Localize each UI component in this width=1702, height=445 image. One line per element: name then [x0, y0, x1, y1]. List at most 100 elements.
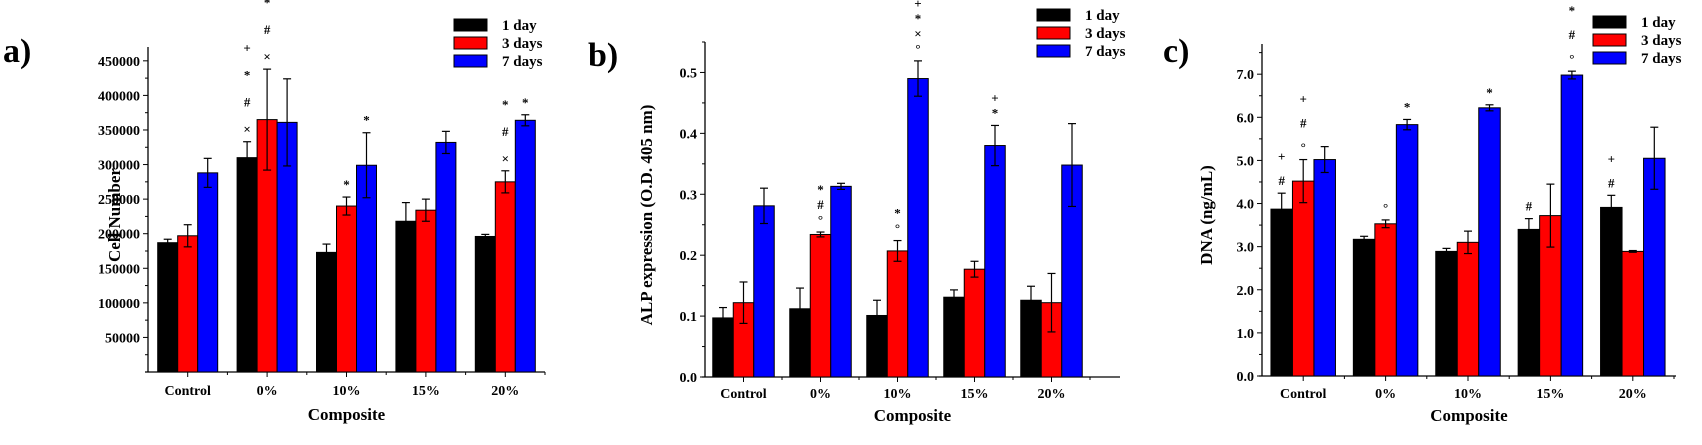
- significance-marker: +: [1278, 149, 1285, 164]
- y-tick-label: 2.0: [1237, 284, 1255, 299]
- x-tick-label: Control: [720, 387, 767, 402]
- bar: [177, 235, 199, 373]
- legend-label: 1 day: [1641, 15, 1676, 31]
- x-axis-title: Composite: [308, 405, 386, 424]
- x-tick-label: 15%: [1536, 387, 1564, 402]
- significance-marker: ×: [263, 49, 270, 64]
- significance-marker: °: [818, 212, 823, 227]
- panel-label: b): [588, 37, 618, 74]
- bar: [435, 141, 457, 373]
- x-axis-title: Composite: [874, 406, 952, 425]
- legend-label: 1 day: [1085, 8, 1120, 24]
- y-tick-label: 50000: [105, 331, 140, 346]
- significance-marker: *: [817, 182, 824, 197]
- x-tick-label: 20%: [491, 384, 519, 399]
- x-tick-label: 15%: [961, 387, 989, 402]
- x-tick-label: 10%: [333, 384, 361, 399]
- significance-marker: *: [522, 95, 529, 110]
- significance-marker: ×: [502, 151, 509, 166]
- bar: [1291, 180, 1315, 377]
- significance-marker: #: [502, 124, 509, 139]
- significance-marker: #: [817, 197, 824, 212]
- significance-marker: *: [992, 105, 999, 120]
- x-tick-label: 20%: [1038, 387, 1066, 402]
- significance-marker: *: [244, 68, 251, 83]
- y-tick-label: 0.0: [680, 371, 698, 386]
- significance-marker: *: [1569, 3, 1576, 18]
- bar: [886, 250, 909, 378]
- significance-marker: +: [1608, 151, 1615, 166]
- significance-marker: #: [1569, 27, 1576, 42]
- significance-marker: +: [991, 90, 998, 105]
- y-tick-label: 200000: [98, 228, 140, 243]
- bar: [1395, 124, 1419, 377]
- significance-marker: *: [894, 206, 901, 221]
- significance-marker: ×: [914, 26, 921, 41]
- y-axis-title: DNA (ng/mL): [1197, 165, 1216, 265]
- significance-marker: #: [1608, 175, 1615, 190]
- bar: [1600, 206, 1623, 377]
- legend-swatch: [453, 18, 488, 32]
- y-tick-label: 0.2: [680, 249, 698, 264]
- bar: [943, 296, 965, 378]
- legend: 1 day 3 days 7 days: [453, 18, 543, 70]
- significance-marker: *: [502, 97, 509, 112]
- bar: [316, 251, 337, 373]
- x-tick-label: 0%: [257, 384, 278, 399]
- panel-label: a): [3, 33, 31, 70]
- bar: [197, 172, 219, 373]
- bar: [474, 235, 496, 373]
- significance-marker: *: [1486, 85, 1493, 100]
- bar: [1560, 74, 1584, 377]
- x-tick-label: 20%: [1619, 387, 1647, 402]
- bar: [830, 185, 852, 378]
- significance-marker: *: [363, 113, 370, 128]
- bar: [1456, 241, 1480, 377]
- significance-marker: *: [343, 177, 350, 192]
- y-tick-label: 4.0: [1237, 198, 1255, 213]
- legend-swatch: [1036, 44, 1071, 58]
- y-tick-label: 300000: [98, 159, 140, 174]
- y-tick-label: 1.0: [1237, 327, 1255, 342]
- bar: [1435, 250, 1458, 377]
- x-tick-label: Control: [1280, 387, 1327, 402]
- y-tick-label: 5.0: [1237, 154, 1255, 169]
- y-tick-label: 400000: [98, 89, 140, 104]
- y-axis-title: Cell Number: [105, 168, 124, 262]
- bar: [336, 205, 357, 373]
- significance-marker: #: [1278, 173, 1285, 188]
- bar: [809, 233, 832, 378]
- legend: 1 day 3 days 7 days: [1036, 8, 1126, 60]
- y-tick-label: 100000: [98, 297, 140, 312]
- y-tick-label: 0.5: [680, 66, 698, 81]
- legend-label: 1 day: [502, 18, 537, 34]
- significance-marker: #: [1526, 199, 1533, 214]
- chart-panel-2: b) 0.0 0.1 0.2 0.3 0.4 0.5 ALP expression (O.D.…: [588, 0, 1126, 425]
- y-tick-label: 0.3: [680, 188, 698, 203]
- y-tick-label: 0.4: [680, 127, 698, 142]
- significance-marker: +: [1299, 92, 1306, 107]
- significance-marker: *: [1404, 99, 1411, 114]
- significance-marker: °: [915, 41, 920, 56]
- bar: [494, 181, 516, 373]
- x-tick-label: 0%: [810, 387, 831, 402]
- legend-swatch: [453, 36, 488, 50]
- bar: [907, 78, 929, 378]
- significance-marker: #: [264, 22, 271, 37]
- legend-swatch: [1592, 33, 1627, 47]
- legend-label: 7 days: [1641, 51, 1682, 67]
- significance-marker: °: [895, 221, 900, 236]
- x-tick-label: 10%: [884, 387, 912, 402]
- legend-label: 3 days: [502, 36, 543, 52]
- bar: [157, 242, 179, 373]
- legend-label: 3 days: [1085, 26, 1126, 42]
- significance-marker: *: [264, 0, 271, 10]
- chart-panel-3: c) 0.0 1.0 2.0 3.0 4.0 5.0 6.0 7.0 DNA (ng/mL) Con…: [1163, 3, 1682, 425]
- y-tick-label: 0.0: [1237, 370, 1255, 385]
- bar: [984, 145, 1006, 378]
- y-tick-label: 450000: [98, 55, 140, 70]
- bar: [753, 205, 775, 378]
- panel-label: c): [1163, 33, 1189, 70]
- legend-swatch: [453, 54, 488, 68]
